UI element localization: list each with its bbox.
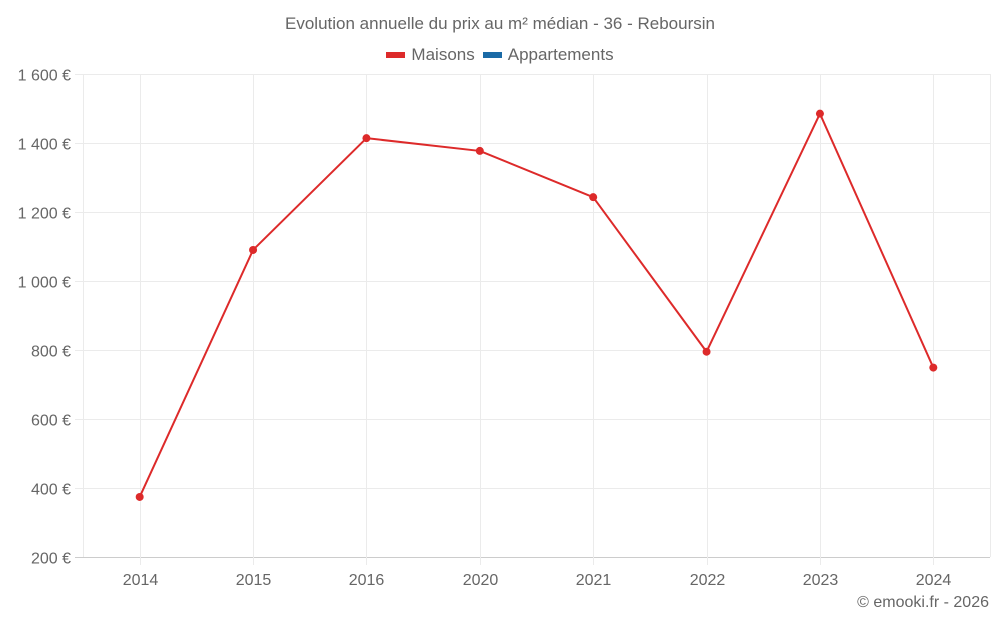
y-tick-label: 1 600 € bbox=[18, 68, 71, 85]
legend-label-maisons: Maisons bbox=[411, 45, 475, 64]
data-point[interactable] bbox=[702, 347, 711, 356]
x-tick-label: 2016 bbox=[349, 572, 385, 589]
legend-swatch-appartements bbox=[482, 52, 502, 58]
y-tick-label: 1 000 € bbox=[18, 275, 71, 292]
copyright-credit: © emooki.fr - 2026 bbox=[857, 594, 989, 611]
x-tick-label: 2023 bbox=[803, 572, 839, 589]
legend-swatch-maisons bbox=[386, 52, 406, 58]
x-tick-label: 2021 bbox=[576, 572, 612, 589]
data-point[interactable] bbox=[589, 193, 598, 202]
data-point[interactable] bbox=[929, 363, 938, 372]
legend-label-appartements: Appartements bbox=[507, 45, 614, 64]
y-tick-label: 1 200 € bbox=[18, 206, 71, 223]
y-tick-label: 400 € bbox=[31, 482, 71, 499]
data-point[interactable] bbox=[815, 109, 824, 118]
data-point[interactable] bbox=[362, 134, 371, 143]
y-tick-label: 800 € bbox=[31, 344, 71, 361]
x-tick-label: 2015 bbox=[236, 572, 272, 589]
x-tick-label: 2014 bbox=[123, 572, 159, 589]
y-axis: 200 € 400 € 600 € 800 € 1 000 € 1 200 € 1 400 … bbox=[18, 68, 71, 568]
chart-title: Evolution annuelle du prix au m² médian … bbox=[285, 14, 715, 33]
x-tick-label: 2020 bbox=[463, 572, 499, 589]
y-tick-label: 200 € bbox=[31, 551, 71, 568]
data-point[interactable] bbox=[249, 245, 258, 254]
series-maisons bbox=[135, 109, 938, 501]
legend-item-appartements[interactable]: Appartements bbox=[482, 45, 614, 65]
data-point[interactable] bbox=[135, 492, 144, 501]
x-tick-label: 2022 bbox=[690, 572, 726, 589]
data-point[interactable] bbox=[475, 146, 484, 155]
grid-lines bbox=[75, 74, 991, 565]
x-axis: 2014 2015 2016 2020 2021 2022 2023 2024 bbox=[123, 572, 952, 589]
x-tick-label: 2024 bbox=[916, 572, 952, 589]
y-tick-label: 1 400 € bbox=[18, 137, 71, 154]
line-maisons bbox=[138, 112, 935, 498]
y-tick-label: 600 € bbox=[31, 413, 71, 430]
legend-item-maisons[interactable]: Maisons bbox=[386, 45, 475, 65]
chart-legend: Maisons Appartements bbox=[0, 45, 1000, 65]
